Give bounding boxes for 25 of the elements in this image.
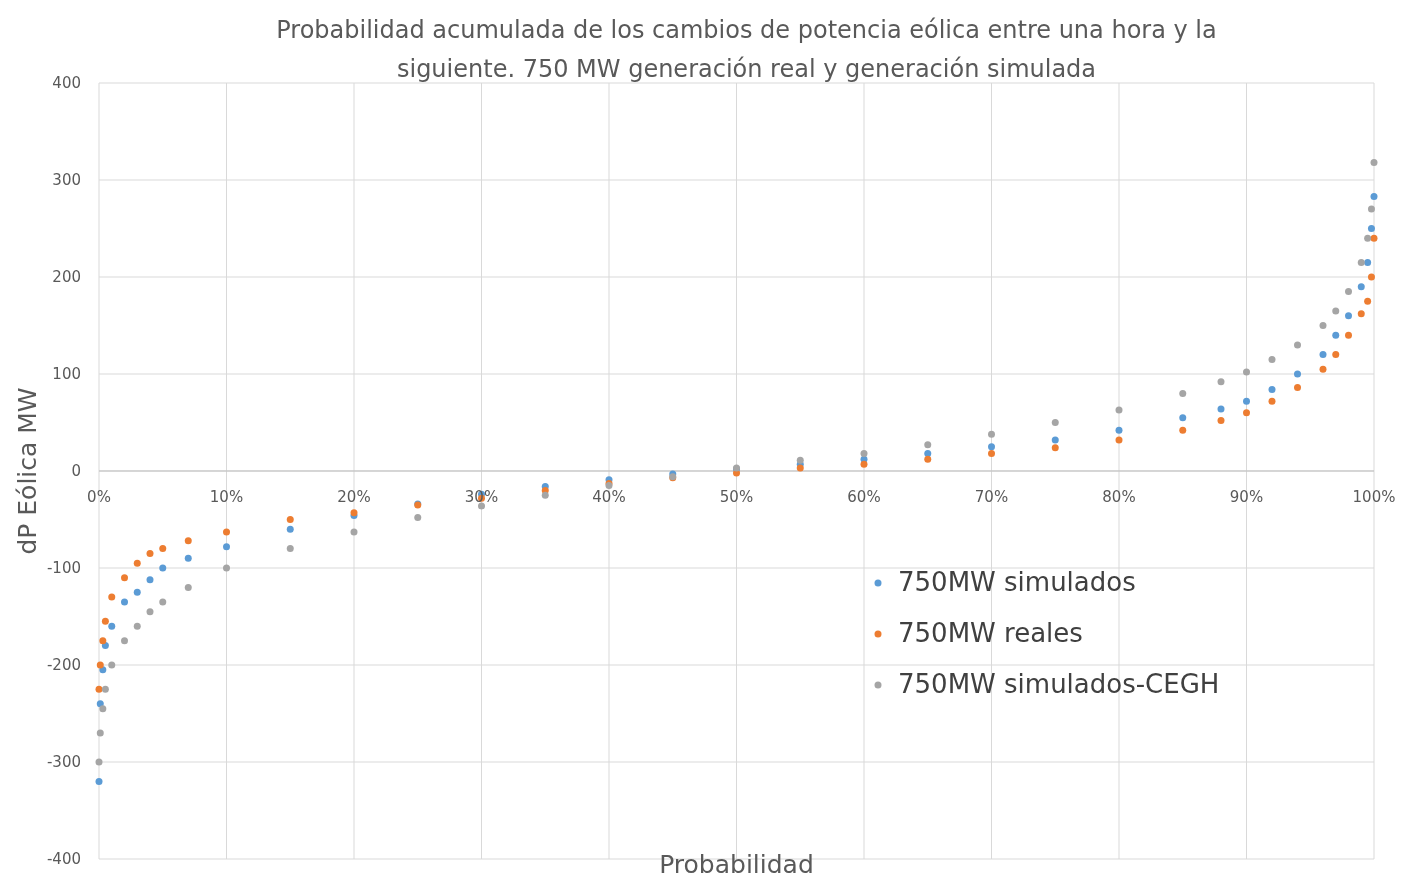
y-tick-label: 0 [71,462,81,480]
x-tick-label: 40% [592,488,626,506]
x-axis-title: Probabilidad [659,850,814,879]
y-tick-label: -400 [46,850,81,868]
y-tick-label: -300 [46,753,81,771]
chart-title: Probabilidad acumulada de los cambios de potencia eólica entre una hora y la siguiente. 750 MW generación real y generación simulada [276,16,1217,83]
y-tick-label: 200 [52,268,81,286]
legend-label: 750MW reales [898,618,1083,648]
x-tick-label: 60% [847,488,881,506]
y-tick-label: 100 [52,365,81,383]
x-tick-label: 20% [337,488,371,506]
y-tick-label: 400 [52,74,81,92]
y-axis-title: dP Eólica MW [13,387,42,555]
legend-label: 750MW simulados [898,567,1136,597]
x-tick-label: 10% [209,488,244,506]
x-tick-label: 0% [87,488,111,506]
x-tick-label: 90% [1229,488,1264,506]
y-tick-label: -200 [46,656,81,674]
legend-label: 750MW simulados-CEGH [898,669,1220,699]
y-tick-label: 300 [52,171,81,189]
x-tick-label: 80% [1102,488,1136,506]
x-tick-label: 50% [719,488,754,506]
x-tick-label: 100% [1352,488,1396,506]
x-tick-label: 70% [974,488,1009,506]
y-tick-label: -100 [46,559,81,577]
